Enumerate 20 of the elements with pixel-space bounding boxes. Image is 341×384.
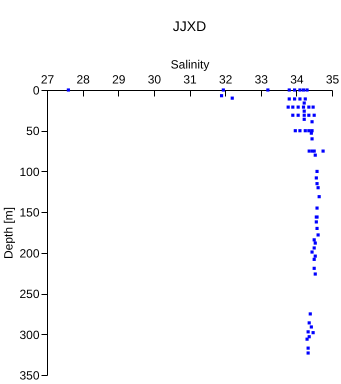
chart-title: JJXD	[172, 18, 206, 34]
y-axis-title: Depth [m]	[1, 206, 16, 260]
x-tick-label: 32	[218, 72, 233, 86]
x-tick-label: 34	[290, 72, 304, 86]
x-tick-label: 31	[183, 72, 197, 86]
x-tick-label: 27	[40, 72, 54, 86]
y-tick-label: 200	[19, 246, 40, 260]
y-tick-label: 150	[19, 206, 40, 220]
x-tick-label: 33	[254, 72, 268, 86]
x-tick-label: 28	[76, 72, 90, 86]
y-tick-label: 350	[19, 368, 40, 382]
x-tick-label: 30	[148, 72, 162, 86]
y-tick-label: 250	[19, 287, 40, 302]
y-tick-label: 0	[32, 84, 40, 98]
x-tick-label: 29	[112, 72, 126, 86]
y-tick-label: 50	[26, 124, 40, 138]
x-axis-title: Salinity	[170, 58, 210, 72]
y-tick-label: 100	[19, 164, 40, 179]
x-tick-label: 35	[326, 72, 340, 86]
y-tick-label: 300	[19, 328, 40, 342]
